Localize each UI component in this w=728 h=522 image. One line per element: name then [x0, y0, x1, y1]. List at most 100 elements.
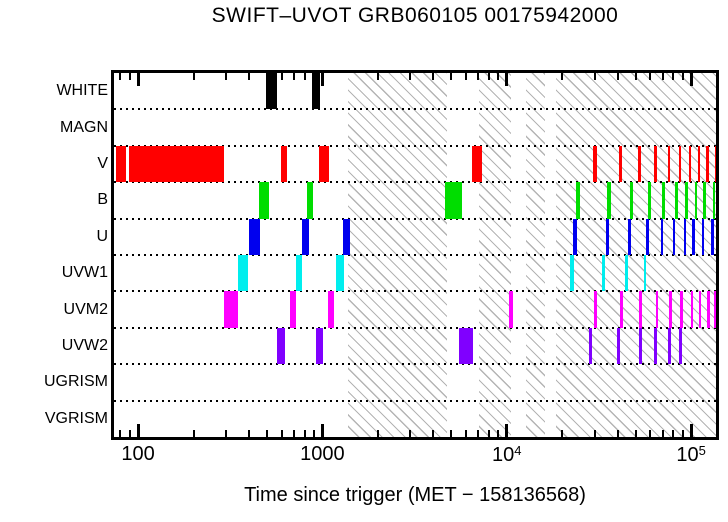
x-tick-minor — [464, 73, 467, 80]
observation-bar-v — [618, 145, 623, 183]
observation-bar-uvw2 — [654, 327, 657, 365]
observation-bar-uvw2 — [617, 327, 621, 365]
row-separator — [114, 363, 716, 366]
observation-bar-v — [472, 145, 482, 183]
observation-bar-v — [714, 145, 716, 183]
row-separator — [114, 108, 716, 111]
x-tick-minor — [497, 73, 500, 80]
x-tick-minor — [616, 73, 619, 80]
chart-title: SWIFT–UVOT GRB060105 00175942000 — [211, 4, 619, 27]
observation-bar-uvw2 — [679, 327, 682, 365]
observation-bar-uvm2 — [508, 291, 513, 328]
observation-bar-uvw1 — [238, 255, 249, 292]
observation-bar-u — [342, 218, 351, 255]
plot-area — [114, 73, 716, 437]
observation-bar-uvw1 — [336, 255, 345, 292]
x-tick-major — [689, 424, 693, 437]
observation-bar-v — [654, 145, 657, 183]
observation-bar-uvw2 — [316, 327, 323, 365]
x-tick-minor — [661, 430, 664, 437]
x-tick-minor — [593, 73, 596, 80]
observation-bar-v — [706, 145, 709, 183]
observation-bar-b — [662, 182, 666, 219]
observation-bar-v — [592, 145, 598, 183]
observation-bar-v — [688, 145, 692, 183]
x-tick-minor — [634, 430, 637, 437]
observation-bar-b — [647, 182, 651, 219]
observation-bar-uvw2 — [668, 327, 671, 365]
observation-bar-u — [701, 218, 705, 255]
observation-bar-uvw2 — [589, 327, 593, 365]
x-tick-minor — [681, 73, 684, 80]
x-tick-minor — [464, 430, 467, 437]
x-tick-minor — [192, 430, 195, 437]
x-tick-minor — [225, 73, 228, 80]
x-tick-minor — [248, 73, 251, 80]
observation-bar-v — [697, 145, 701, 183]
x-tick-minor — [409, 430, 412, 437]
observation-bar-u — [646, 218, 649, 255]
y-axis-label-u: U — [96, 227, 108, 245]
x-tick-minor — [119, 430, 122, 437]
observation-bar-v — [116, 145, 127, 183]
observation-bar-b — [694, 182, 698, 219]
x-tick-minor — [119, 73, 122, 80]
observation-bar-uvw2 — [639, 327, 642, 365]
x-tick-major — [320, 424, 324, 437]
x-tick-minor — [265, 430, 268, 437]
x-tick-minor — [303, 73, 306, 80]
x-tick-label: 100 — [121, 443, 155, 465]
x-tick-label: 104 — [492, 443, 522, 466]
x-tick-minor — [450, 430, 453, 437]
observation-bar-uvm2 — [655, 291, 659, 328]
x-tick-minor — [265, 73, 268, 80]
observation-bar-b — [259, 182, 269, 219]
observation-bar-u — [672, 218, 676, 255]
x-tick-major — [505, 424, 509, 437]
observation-bar-uvm2 — [639, 291, 642, 328]
observation-bar-uvm2 — [669, 291, 672, 328]
observation-bar-uvw1 — [602, 255, 606, 292]
observation-bar-u — [683, 218, 687, 255]
x-tick-label: 1000 — [300, 443, 345, 465]
observation-bar-u — [711, 218, 714, 255]
x-tick-minor — [497, 430, 500, 437]
y-axis-label-uvw2: UVW2 — [61, 337, 108, 354]
x-tick-minor — [561, 430, 564, 437]
observation-bar-uvm2 — [698, 291, 702, 328]
observation-bar-b — [607, 182, 612, 219]
x-tick-minor — [225, 430, 228, 437]
x-tick-label: 105 — [676, 443, 706, 466]
x-tick-minor — [450, 73, 453, 80]
x-tick-minor — [649, 73, 652, 80]
y-axis-label-white: WHITE — [56, 82, 108, 100]
x-tick-minor — [487, 430, 490, 437]
x-tick-major — [689, 73, 693, 86]
y-axis-label-ugrism: UGRISM — [44, 373, 108, 391]
y-axis-label-uvw1: UVW1 — [61, 264, 108, 282]
x-tick-minor — [280, 430, 283, 437]
x-tick-minor — [128, 430, 131, 437]
observation-bar-white — [265, 73, 278, 110]
x-tick-minor — [681, 430, 684, 437]
row-separator — [114, 254, 716, 256]
x-tick-minor — [303, 430, 306, 437]
observation-bar-uvm2 — [593, 291, 597, 328]
x-tick-minor — [661, 73, 664, 80]
observation-bar-uvm2 — [713, 291, 716, 328]
x-tick-minor — [477, 430, 480, 437]
observation-bar-b — [675, 182, 678, 219]
observation-bar-b — [703, 182, 706, 219]
observation-bar-b — [712, 182, 716, 219]
y-axis-label-v: V — [97, 155, 108, 172]
observation-bar-v — [667, 145, 671, 183]
x-tick-major — [136, 73, 140, 86]
observation-bar-uvw1 — [295, 255, 303, 292]
observation-bar-white — [312, 73, 321, 110]
x-tick-minor — [477, 73, 480, 80]
observation-bar-v — [318, 145, 329, 183]
y-axis-label-b: B — [97, 191, 108, 209]
x-tick-minor — [487, 73, 490, 80]
observation-bar-u — [660, 218, 664, 255]
